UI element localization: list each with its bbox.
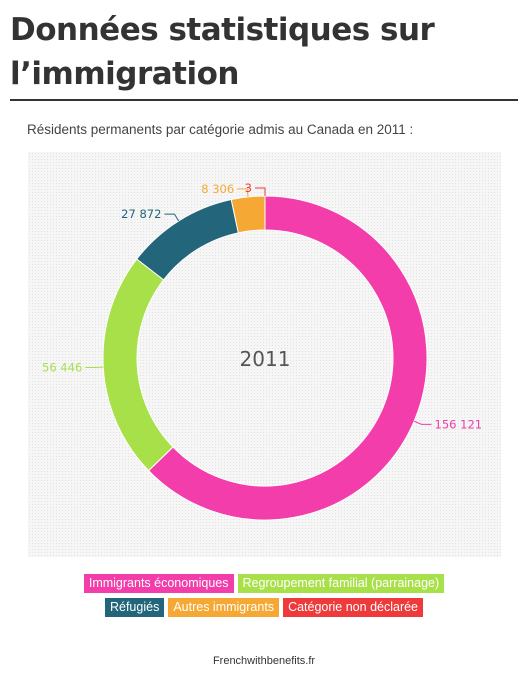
slice-economiques — [147, 195, 428, 521]
leader-line-autres-immigrants — [237, 188, 249, 197]
legend-item-refugies: Réfugiés — [104, 598, 165, 617]
chart-area: 156 121 56 446 27 872 8 306 3 2011 — [28, 152, 501, 557]
center-label: 2011 — [240, 347, 291, 371]
legend-row: Immigrants économiques Regroupement famil… — [83, 574, 445, 593]
value-label-economiques: 156 121 — [435, 417, 483, 431]
value-label-regroupement-familial: 56 446 — [42, 361, 82, 375]
legend-row: Réfugiés Autres immigrants Catégorie non d… — [104, 598, 424, 617]
chart-title: Résidents permanents par catégorie admis… — [27, 122, 414, 137]
page-title-line2: l’immigration — [10, 56, 239, 92]
title-divider — [10, 99, 518, 101]
legend-item-autres-immigrants: Autres immigrants — [168, 598, 280, 617]
legend-item-non-declaree: Catégorie non déclarée — [283, 598, 424, 617]
value-label-non-declaree: 3 — [245, 181, 252, 195]
legend: Immigrants économiques Regroupement famil… — [0, 574, 528, 617]
value-label-autres-immigrants: 8 306 — [201, 182, 234, 196]
page-title-line1: Données statistiques sur — [10, 12, 435, 48]
page-title: Données statistiques sur l’immigration — [10, 8, 515, 96]
leader-line-non-declaree — [254, 187, 266, 197]
leader-line-refugies — [164, 213, 180, 222]
footer-source: Frenchwithbenefits.fr — [212, 655, 316, 667]
legend-item-economiques: Immigrants économiques — [83, 574, 234, 593]
donut-chart: 156 121 56 446 27 872 8 306 3 2011 — [42, 181, 483, 521]
value-label-refugies: 27 872 — [121, 207, 161, 221]
slice-regroupement-familial — [102, 258, 174, 472]
legend-item-regroupement-familial: Regroupement familial (parrainage) — [237, 574, 445, 593]
leader-line-economiques — [413, 420, 432, 425]
